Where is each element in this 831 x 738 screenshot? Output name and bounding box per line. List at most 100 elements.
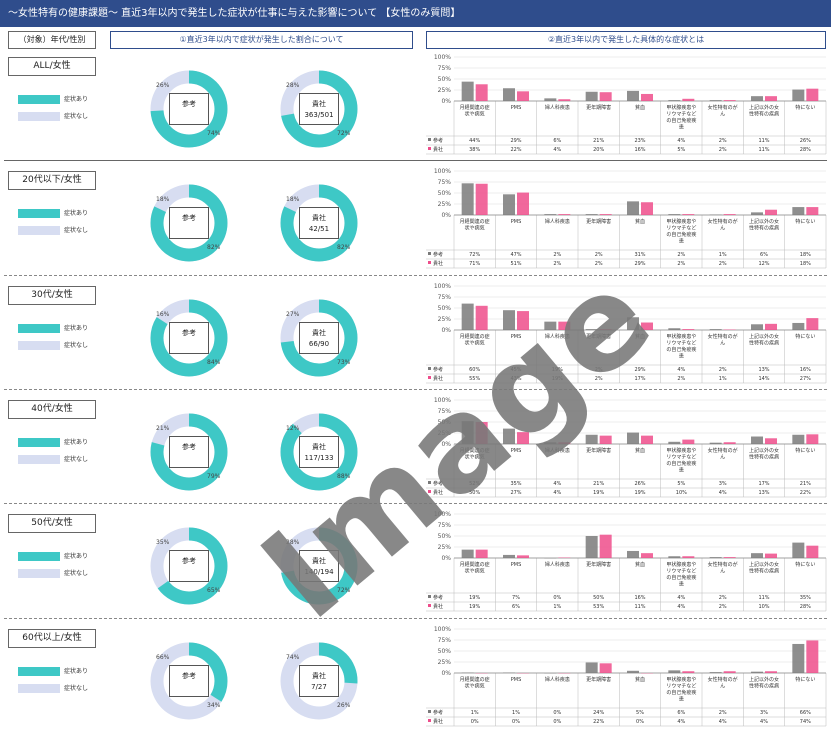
company-value-label: 2% bbox=[719, 604, 727, 610]
company-value-label: 51% bbox=[510, 261, 521, 267]
category-label: の自己免疫疾 bbox=[666, 231, 696, 238]
company-value-label: 19% bbox=[552, 376, 563, 382]
ref-value-label: 11% bbox=[758, 595, 769, 601]
company-donut-label-line-1: 363/501 bbox=[300, 111, 338, 119]
category-label: 上記以外の女 bbox=[749, 676, 779, 683]
ref-value-label: 0% bbox=[553, 595, 561, 601]
ref-bar bbox=[710, 100, 722, 101]
ref-yes-pct: 34% bbox=[207, 702, 220, 709]
company-value-label: 2% bbox=[719, 147, 727, 153]
legend-yes-swatch bbox=[18, 95, 60, 104]
ref-donut: 参考 bbox=[148, 297, 230, 379]
ref-row-label: 参考 bbox=[433, 709, 443, 716]
y-tick-label: 50% bbox=[438, 76, 452, 83]
company-bar bbox=[765, 554, 777, 558]
ref-donut: 参考 bbox=[148, 411, 230, 493]
ref-value-label: 4% bbox=[553, 481, 561, 487]
ref-bar bbox=[668, 670, 680, 673]
category-label: リウマチなど bbox=[666, 454, 696, 461]
ref-bar bbox=[792, 435, 804, 444]
company-value-label: 16% bbox=[634, 147, 645, 153]
symptom-chart-svg: 100%75%50%25%0%参考貴社月経関連の症状や病気72%71%PMS47… bbox=[426, 168, 828, 270]
legend-yes: 症状あり bbox=[18, 94, 88, 104]
legend-no-text: 症状なし bbox=[64, 113, 88, 120]
company-value-label: 5% bbox=[677, 147, 685, 153]
y-tick-label: 100% bbox=[434, 511, 451, 518]
category-label: 女性特有のが bbox=[708, 447, 738, 454]
category-label: 婦人科疾患 bbox=[545, 676, 570, 683]
legend-yes-text: 症状あり bbox=[64, 439, 88, 446]
y-tick-label: 100% bbox=[434, 283, 451, 290]
company-bar bbox=[600, 663, 612, 673]
company-value-label: 11% bbox=[634, 604, 645, 610]
category-label: 更年期障害 bbox=[586, 218, 611, 225]
y-tick-label: 0% bbox=[441, 98, 451, 105]
ref-bar bbox=[668, 328, 680, 330]
y-tick-label: 75% bbox=[438, 408, 452, 415]
ref-bar bbox=[462, 550, 474, 558]
ref-donut-label-line-0: 参考 bbox=[170, 557, 208, 565]
company-value-label: 11% bbox=[758, 147, 769, 153]
category-label: 女性特有のが bbox=[708, 561, 738, 568]
ref-yes-pct: 79% bbox=[207, 473, 220, 480]
ref-bar bbox=[586, 435, 598, 444]
company-value-label: 10% bbox=[676, 490, 687, 496]
ref-yes-pct: 65% bbox=[207, 587, 220, 594]
company-value-label: 4% bbox=[719, 490, 727, 496]
company-value-label: 2% bbox=[677, 376, 685, 382]
section-divider bbox=[4, 618, 827, 619]
ref-value-label: 2% bbox=[719, 595, 727, 601]
company-bar bbox=[476, 306, 488, 330]
company-bar bbox=[806, 546, 818, 558]
company-value-label: 4% bbox=[677, 719, 685, 725]
ref-value-label: 2% bbox=[677, 252, 685, 258]
category-label: 甲状腺疾患や bbox=[666, 676, 696, 683]
company-value-label: 0% bbox=[471, 719, 479, 725]
category-label: 貧血 bbox=[635, 333, 645, 340]
ref-value-label: 2% bbox=[553, 252, 561, 258]
category-label: 女性特有のが bbox=[708, 218, 738, 225]
company-no-pct: 18% bbox=[286, 196, 299, 203]
category-label: PMS bbox=[511, 677, 522, 683]
ref-donut-label: 参考 bbox=[169, 207, 209, 239]
company-value-label: 0% bbox=[512, 719, 520, 725]
ref-donut-label-line-0: 参考 bbox=[170, 672, 208, 680]
legend-yes-text: 症状あり bbox=[64, 553, 88, 560]
category-label: 状や病気 bbox=[465, 340, 485, 347]
company-value-label: 28% bbox=[800, 147, 811, 153]
section-label: 50代/女性 bbox=[8, 514, 96, 533]
legend-no: 症状なし bbox=[18, 111, 88, 121]
ref-yes-pct: 84% bbox=[207, 359, 220, 366]
ref-bar bbox=[627, 671, 639, 673]
ref-bar bbox=[751, 96, 763, 101]
category-label: リウマチなど bbox=[666, 340, 696, 347]
legend-yes-swatch bbox=[18, 209, 60, 218]
category-label: 貧血 bbox=[635, 676, 645, 683]
legend-no-swatch bbox=[18, 341, 60, 350]
company-no-pct: 28% bbox=[286, 82, 299, 89]
category-label: 上記以外の女 bbox=[749, 333, 779, 340]
category-label: 婦人科疾患 bbox=[545, 104, 570, 111]
company-bar bbox=[682, 440, 694, 444]
category-label: 特にない bbox=[795, 676, 815, 683]
y-tick-label: 50% bbox=[438, 305, 452, 312]
section-label: 20代以下/女性 bbox=[8, 171, 96, 190]
ref-donut-label: 参考 bbox=[169, 436, 209, 468]
category-label: 更年期障害 bbox=[586, 104, 611, 111]
y-tick-label: 50% bbox=[438, 533, 452, 540]
legend-no: 症状なし bbox=[18, 454, 88, 464]
ref-row-marker bbox=[428, 252, 431, 255]
legend-yes: 症状あり bbox=[18, 551, 88, 561]
company-value-label: 1% bbox=[719, 376, 727, 382]
category-label: 性特有の疾病 bbox=[749, 683, 779, 690]
category-label: 月経関連の症 bbox=[460, 218, 490, 225]
ref-value-label: 3% bbox=[719, 481, 727, 487]
ref-value-label: 2% bbox=[595, 367, 603, 373]
company-value-label: 4% bbox=[719, 719, 727, 725]
category-label: の自己免疫疾 bbox=[666, 346, 696, 353]
company-value-label: 18% bbox=[800, 261, 811, 267]
company-bar bbox=[765, 210, 777, 215]
company-bar bbox=[806, 640, 818, 673]
